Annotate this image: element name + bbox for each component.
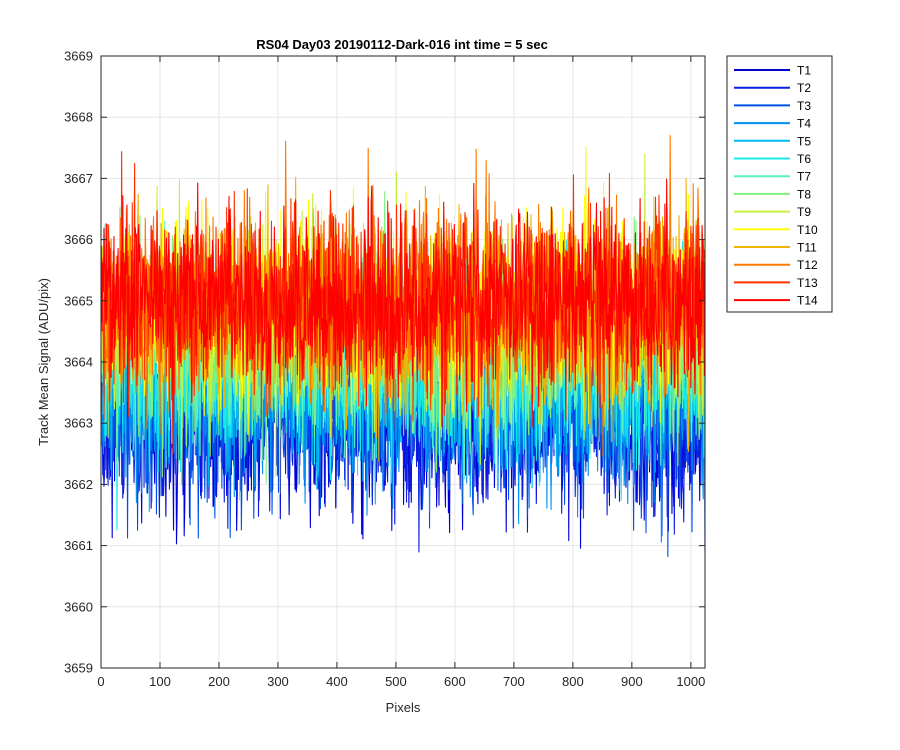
- legend: T1 T2 T3 T4 T5 T6 T7 T8 T9 T10 T11 T12 T13 T14: [726, 55, 833, 313]
- legend-label-t3: T3: [797, 99, 811, 113]
- x-axis-label: Pixels: [386, 700, 421, 715]
- y-tick-label: 3661: [64, 538, 93, 553]
- y-tick-label: 3663: [64, 416, 93, 431]
- legend-label-t10: T10: [797, 223, 818, 237]
- legend-box: [726, 55, 833, 313]
- legend-items: T1 T2 T3 T4 T5 T6 T7 T8 T9 T10 T11 T12 T13 T14: [734, 64, 818, 308]
- x-tick-label: 600: [444, 674, 466, 689]
- legend-label-t8: T8: [797, 187, 811, 201]
- x-tick-label: 800: [562, 674, 584, 689]
- series-line-t13: [101, 151, 706, 431]
- chart-title: RS04 Day03 20190112-Dark-016 int time = …: [256, 37, 548, 52]
- legend-label-t4: T4: [797, 117, 811, 131]
- legend-label-t6: T6: [797, 152, 811, 166]
- x-tick-label: 700: [503, 674, 525, 689]
- x-tick-label: 1000: [676, 674, 705, 689]
- legend-label-t7: T7: [797, 170, 811, 184]
- y-tick-label: 3667: [64, 171, 93, 186]
- axes: 0 100 200 300 400 500 600 700 800 900 1000 3659 366…: [64, 49, 706, 689]
- legend-label-t9: T9: [797, 205, 811, 219]
- x-tick-label: 500: [385, 674, 407, 689]
- y-tick-label: 3665: [64, 293, 93, 308]
- x-tick-label: 400: [326, 674, 348, 689]
- series-layer: [101, 135, 706, 558]
- y-tick-label: 3664: [64, 355, 93, 370]
- legend-label-t2: T2: [797, 81, 811, 95]
- x-tick-label: 300: [267, 674, 289, 689]
- x-tick-label: 200: [208, 674, 230, 689]
- y-tick-label: 3660: [64, 599, 93, 614]
- legend-label-t13: T13: [797, 276, 818, 290]
- y-tick-label: 3659: [64, 661, 93, 676]
- legend-label-t12: T12: [797, 258, 818, 272]
- y-axis-label: Track Mean Signal (ADU/pix): [36, 278, 51, 446]
- legend-label-t1: T1: [797, 64, 811, 78]
- y-tick-label: 3666: [64, 232, 93, 247]
- series-line-t14: [101, 178, 706, 455]
- x-tick-label: 100: [149, 674, 171, 689]
- y-tick-label: 3668: [64, 110, 93, 125]
- x-tick-label: 900: [621, 674, 643, 689]
- legend-label-t14: T14: [797, 294, 818, 308]
- y-tick-label: 3662: [64, 477, 93, 492]
- y-tick-label: 3669: [64, 49, 93, 64]
- legend-label-t5: T5: [797, 134, 811, 148]
- x-tick-label: 0: [97, 674, 104, 689]
- legend-label-t11: T11: [797, 241, 817, 255]
- y-ticks: 3659 3660 3661 3662 3663 3664 3665 3666 3667 3668…: [64, 49, 705, 676]
- x-ticks: 0 100 200 300 400 500 600 700 800 900 1000: [97, 56, 705, 689]
